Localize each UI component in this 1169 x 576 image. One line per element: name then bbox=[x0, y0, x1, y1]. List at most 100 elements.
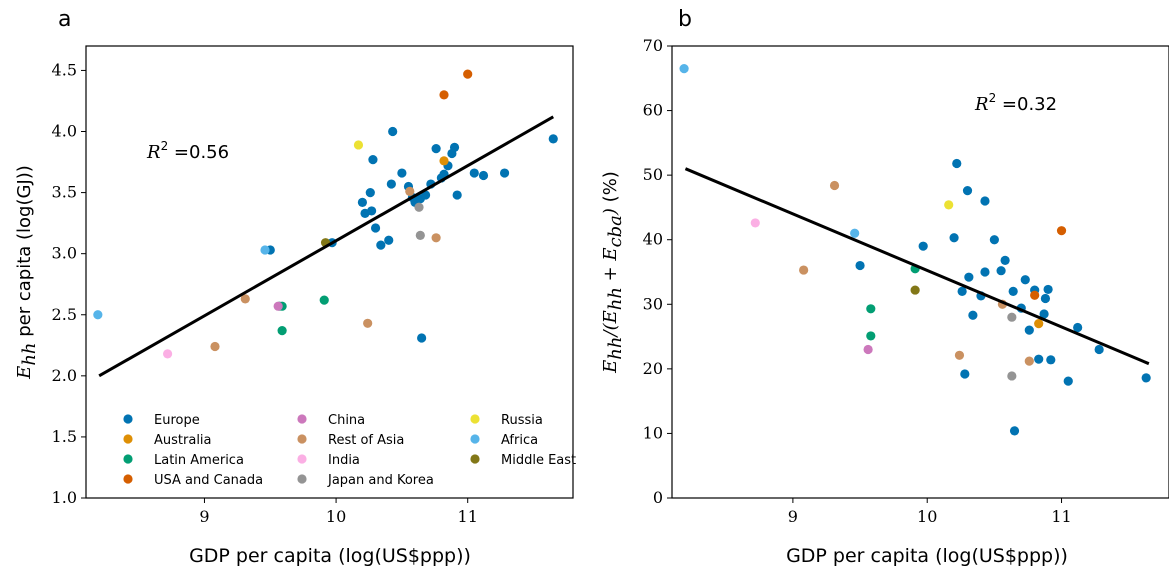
panel-a-letter: a bbox=[58, 7, 71, 32]
panel-b-y-tick-label: 50 bbox=[643, 165, 663, 184]
legend-marker-middle-east bbox=[470, 454, 480, 464]
panel-b-point-europe bbox=[855, 260, 865, 271]
legend-label-russia: Russia bbox=[501, 413, 543, 428]
legend-label-japan-and-korea: Japan and Korea bbox=[327, 473, 434, 488]
panel-b-point-rest-of-asia bbox=[954, 350, 965, 360]
panel-a-y-tick-label: 2.0 bbox=[52, 366, 77, 385]
legend-label-australia: Australia bbox=[154, 433, 212, 448]
panel-b-y-tick-label: 60 bbox=[643, 101, 663, 120]
panel-a-legend: Europe Australia Latin America USA and Cana… bbox=[123, 413, 576, 488]
panel-b-point-europe bbox=[1000, 255, 1010, 265]
panel-a-y-axis-label: Ehh per capita (log(GJ)) bbox=[14, 165, 40, 380]
panel-a-point-europe bbox=[417, 333, 427, 343]
panel-b-plot-area bbox=[679, 64, 1151, 436]
panel-b-point-europe bbox=[1141, 373, 1151, 383]
panel-b-point-europe bbox=[964, 272, 974, 282]
panel-b-point-europe bbox=[1043, 284, 1053, 295]
panel-b-point-china bbox=[863, 344, 873, 355]
legend-label-europe: Europe bbox=[154, 413, 200, 428]
panel-b-point-europe bbox=[1020, 275, 1030, 285]
panel-a-point-europe bbox=[420, 190, 431, 200]
legend-marker-africa bbox=[470, 434, 480, 444]
panel-b-x-tick-label: 9 bbox=[788, 507, 798, 526]
panel-b-y-tick-label: 20 bbox=[643, 359, 663, 378]
panel-b-point-europe bbox=[957, 286, 967, 296]
panel-a-point-africa bbox=[260, 245, 270, 255]
panel-a-point-latin-america bbox=[277, 326, 287, 336]
panel-a-point-europe bbox=[386, 179, 396, 189]
legend-label-usa-and-canada: USA and Canada bbox=[154, 473, 263, 488]
panel-b-point-europe bbox=[1009, 426, 1020, 436]
legend-label-china: China bbox=[328, 413, 365, 428]
legend-marker-russia bbox=[470, 414, 480, 424]
panel-b-point-rest-of-asia bbox=[829, 180, 840, 191]
panel-b-y-axis-label: Ehh/(Ehh + Ecba) (%) bbox=[600, 171, 626, 374]
svg-text:Ehh/(Ehh + Ecba) (%): Ehh/(Ehh + Ecba) (%) bbox=[600, 171, 626, 374]
panel-b-point-europe bbox=[960, 369, 970, 379]
panel-b-axes: 9 10 11 0 10 20 30 40 50 60 70 bbox=[643, 36, 1169, 526]
panel-b-frame bbox=[671, 45, 1169, 499]
panel-b-point-europe bbox=[996, 266, 1006, 276]
panel-a-point-japan-and-korea bbox=[415, 230, 425, 240]
panel-a-point-europe bbox=[357, 197, 368, 207]
panel-a-point-europe bbox=[499, 168, 510, 178]
panel-a-r-squared: R2 =0.56 bbox=[146, 139, 229, 163]
panel-a-ylabel-rest: per capita (log(GJ)) bbox=[14, 165, 35, 342]
panel-b-point-africa bbox=[679, 64, 689, 74]
panel-a-point-africa bbox=[93, 310, 103, 320]
panel-b-point-usa-and-canada bbox=[1056, 226, 1067, 236]
panel-b-point-europe bbox=[968, 310, 978, 320]
panel-a-x-tick-label: 9 bbox=[199, 507, 209, 526]
panel-b-point-latin-america bbox=[866, 331, 876, 341]
panel-b-point-europe bbox=[989, 235, 999, 245]
panel-b-y-tick-label: 70 bbox=[643, 36, 663, 55]
panel-a-frame bbox=[85, 45, 574, 499]
panel-b-point-africa bbox=[850, 228, 860, 238]
legend-marker-india bbox=[297, 454, 307, 464]
legend-marker-china bbox=[297, 414, 307, 424]
panel-b-point-europe bbox=[1073, 322, 1083, 333]
panel-b-point-latin-america bbox=[866, 304, 876, 314]
panel-a-point-india bbox=[163, 349, 173, 359]
legend-marker-rest-of-asia bbox=[297, 434, 307, 444]
panel-a-point-europe bbox=[367, 206, 377, 216]
panel-a-x-tick-label: 11 bbox=[458, 507, 478, 526]
panel-a-x-axis-label: GDP per capita (log(US$ppp)) bbox=[189, 545, 471, 567]
panel-a-y-tick-label: 2.5 bbox=[52, 305, 77, 324]
panel-b-point-europe bbox=[918, 241, 928, 251]
panel-b-x-axis-label: GDP per capita (log(US$ppp)) bbox=[786, 545, 1068, 567]
panel-b-x-tick-label: 11 bbox=[1051, 507, 1071, 526]
panel-a-point-japan-and-korea bbox=[414, 202, 424, 212]
panel-b-point-europe bbox=[1046, 355, 1056, 365]
panel-b-point-europe bbox=[952, 158, 962, 169]
legend-label-middle-east: Middle East bbox=[501, 453, 576, 468]
panel-b: b 9 10 11 0 10 20 30 40 50 60 70 GDP per capita (l… bbox=[600, 7, 1169, 567]
panel-a-y-tick-label: 3.5 bbox=[52, 183, 77, 202]
legend-label-latin-america: Latin America bbox=[154, 453, 244, 468]
panel-a-point-europe bbox=[370, 223, 381, 233]
panel-b-point-japan-and-korea bbox=[1007, 312, 1017, 322]
panel-b-point-europe bbox=[1039, 309, 1049, 319]
panel-a-point-europe bbox=[397, 168, 407, 178]
panel-b-point-japan-and-korea bbox=[1007, 371, 1017, 381]
panel-a-y-tick-label: 4.0 bbox=[52, 122, 77, 141]
panel-b-point-europe bbox=[1024, 325, 1034, 335]
panel-a-y-tick-label: 1.5 bbox=[52, 427, 77, 446]
panel-a-point-europe bbox=[548, 134, 558, 144]
panel-b-point-russia bbox=[944, 200, 954, 210]
panel-b-point-india bbox=[750, 218, 760, 228]
panel-b-point-europe bbox=[980, 267, 990, 277]
panel-a: a 9 10 11 1.0 1.5 2.0 2.5 3.0 3.5 4.0 4.5 GDP per … bbox=[14, 7, 576, 567]
panel-a-point-china bbox=[273, 301, 283, 311]
panel-a-point-europe bbox=[365, 187, 375, 198]
panel-a-axes: 9 10 11 1.0 1.5 2.0 2.5 3.0 3.5 4.0 4.5 bbox=[52, 45, 574, 526]
panel-a-point-europe bbox=[478, 170, 489, 181]
panel-a-point-rest-of-asia bbox=[210, 341, 220, 352]
panel-b-point-europe bbox=[1063, 376, 1073, 386]
panel-a-point-australia bbox=[439, 156, 449, 166]
panel-a-point-rest-of-asia bbox=[240, 294, 250, 304]
panel-a-ylabel-sub: hh bbox=[19, 342, 40, 365]
panel-a-point-europe bbox=[376, 240, 386, 250]
panel-b-point-usa-and-canada bbox=[1030, 290, 1040, 300]
